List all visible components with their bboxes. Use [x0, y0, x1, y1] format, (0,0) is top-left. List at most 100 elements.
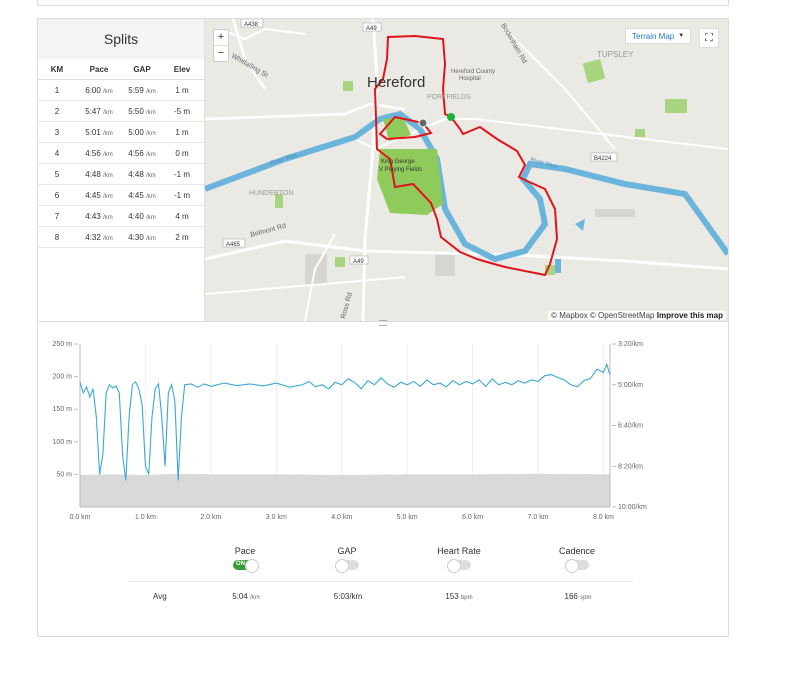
split-pace-unit: /km — [103, 151, 113, 158]
improve-map-link[interactable]: Improve this map — [656, 311, 723, 320]
pace-tick-label: 5:00/km — [618, 382, 643, 389]
split-row: 6 4:45 /km 4:45 /km -1 m — [38, 185, 204, 206]
split-row: 8 4:32 /km 4:30 /km 2 m — [38, 227, 204, 248]
split-gap: 4:48 /km — [122, 170, 162, 179]
split-pace: 4:56 /km — [76, 149, 122, 158]
split-pace: 5:01 /km — [76, 128, 122, 137]
elevation-tick-label: 150 m — [53, 406, 73, 413]
split-gap-unit: /km — [146, 109, 156, 116]
split-row: 4 4:56 /km 4:56 /km 0 m — [38, 143, 204, 164]
split-gap-value: 4:56 — [128, 148, 144, 158]
split-pace-value: 5:01 — [85, 127, 101, 137]
split-gap: 5:50 /km — [122, 107, 162, 116]
x-tick-label: 2.0 km — [200, 514, 221, 521]
split-gap-value: 4:40 — [128, 211, 144, 221]
label-park-1: King George — [381, 159, 415, 165]
splits-title: Splits — [38, 19, 204, 59]
pace-tick-label: 3:20/km — [618, 341, 643, 348]
split-gap-unit: /km — [146, 172, 156, 179]
split-elev: 0 m — [175, 148, 189, 158]
split-pace-value: 4:43 — [85, 211, 101, 221]
split-elev: 2 m — [175, 232, 189, 242]
split-pace-value: 5:47 — [85, 106, 101, 116]
split-pace-value: 4:45 — [85, 190, 101, 200]
terrain-map-label: Terrain Map — [632, 31, 675, 41]
split-gap-value: 4:30 — [128, 232, 144, 242]
label-hospital-2: Hospital — [459, 76, 481, 82]
avg-heart-rate-value: 153 — [445, 592, 459, 601]
pace-line — [79, 362, 611, 481]
caret-down-icon: ▼ — [678, 33, 685, 39]
split-row: 1 6:00 /km 5:59 /km 1 m — [38, 80, 204, 101]
toggle-switch[interactable] — [447, 559, 471, 573]
split-elev: 1 m — [175, 85, 189, 95]
split-pace-unit: /km — [103, 193, 113, 200]
analysis-panel: 0.0 km 1.0 km 2.0 km 3.0 km 4.0 km 5.0 km 6.0 … — [37, 321, 729, 637]
expand-icon: ⛶ — [705, 31, 713, 44]
split-pace-unit: /km — [103, 109, 113, 116]
x-tick-label: 7.0 km — [528, 514, 549, 521]
map-canvas[interactable]: Hereford Hereford County Hospital PORTFI… — [205, 19, 728, 321]
road-shield-a49-bottom: A49 — [349, 255, 369, 265]
x-tick-label: 8.0 km — [593, 514, 614, 521]
split-elev: 1 m — [175, 127, 189, 137]
col-gap: GAP — [133, 64, 151, 74]
toggle-switch[interactable] — [335, 559, 359, 573]
split-gap-unit: /km — [146, 130, 156, 137]
road-shield-b4224: B4224 — [590, 152, 618, 162]
svg-text:B4224: B4224 — [594, 156, 612, 162]
split-km: 3 — [54, 127, 60, 137]
map-block — [435, 254, 455, 276]
attribution-text: © Mapbox © OpenStreetMap — [551, 311, 655, 320]
road — [205, 276, 406, 295]
zoom-in-button[interactable]: + — [214, 30, 228, 46]
park-area — [582, 59, 606, 83]
route-map[interactable]: Hereford Hereford County Hospital PORTFI… — [205, 19, 728, 321]
toggle-switch[interactable]: ON — [233, 559, 259, 573]
splits-body: 1 6:00 /km 5:59 /km 1 m 2 5:47 /km 5:50 /km -5 … — [38, 80, 204, 248]
zoom-out-button[interactable]: − — [217, 47, 225, 59]
fullscreen-button[interactable]: ⛶ — [699, 28, 719, 48]
split-gap-unit: /km — [146, 214, 156, 221]
split-gap-unit: /km — [146, 151, 156, 158]
pace-tick-label: 6:40/km — [618, 423, 643, 430]
svg-text:A465: A465 — [226, 242, 241, 248]
top-card-edge — [37, 0, 729, 6]
resize-handle[interactable] — [379, 320, 387, 326]
park-area — [275, 194, 283, 208]
park-area — [343, 81, 353, 91]
svg-text:A438: A438 — [244, 22, 259, 28]
elevation-tick-label: 100 m — [53, 439, 73, 446]
map-block — [595, 209, 635, 217]
split-pace-value: 4:48 — [85, 169, 101, 179]
split-gap-value: 4:48 — [128, 169, 144, 179]
toggle-knob — [335, 559, 349, 573]
road-bodenham — [504, 28, 616, 150]
terrain-map-dropdown[interactable]: Terrain Map ▼ — [625, 28, 691, 44]
finish-marker — [418, 118, 428, 128]
pond — [575, 219, 585, 231]
elevation-tick-label: 250 m — [53, 341, 73, 348]
toggle-label: Pace — [234, 546, 256, 556]
label-hunderton: HUNDERTON — [249, 190, 293, 197]
splits-header-row: KM Pace GAP Elev — [38, 59, 204, 80]
toggle-switch[interactable] — [565, 559, 589, 573]
river-wye — [205, 110, 728, 263]
split-row: 3 5:01 /km 5:00 /km 1 m — [38, 122, 204, 143]
avg-cadence-value: 166 — [564, 592, 578, 601]
avg-heart-rate-unit: bpm — [460, 595, 473, 601]
x-tick-label: 1.0 km — [135, 514, 156, 521]
park-area — [665, 99, 687, 113]
split-km: 6 — [54, 190, 60, 200]
park-area — [545, 265, 555, 275]
toggle-pace: Pace ON — [200, 546, 290, 573]
split-row: 2 5:47 /km 5:50 /km -5 m — [38, 101, 204, 122]
road — [205, 102, 406, 121]
toggle-heart-rate: Heart Rate — [414, 546, 504, 573]
road-a438 — [219, 27, 306, 41]
park-area — [335, 257, 345, 267]
svg-text:A49: A49 — [366, 26, 377, 32]
pace-elevation-chart[interactable]: 0.0 km 1.0 km 2.0 km 3.0 km 4.0 km 5.0 km 6.0 … — [38, 322, 728, 522]
split-row: 7 4:43 /km 4:40 /km 4 m — [38, 206, 204, 227]
split-gap: 4:40 /km — [122, 212, 162, 221]
